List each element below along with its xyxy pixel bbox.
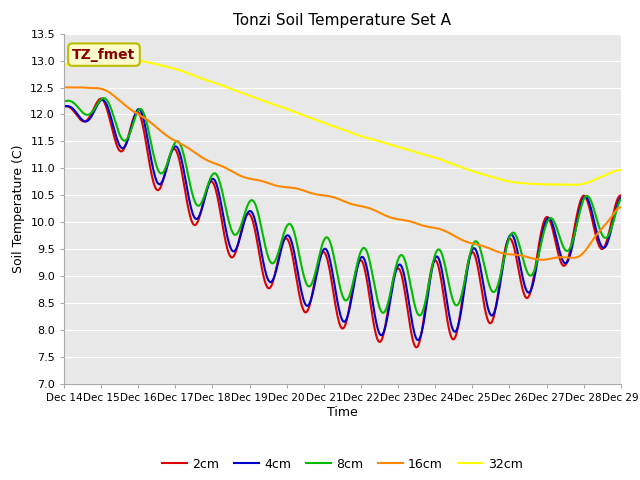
- 8cm: [214, 175, 222, 180]
- 16cm: [128, 108, 136, 113]
- 32cm: [411, 149, 419, 155]
- 16cm: [214, 162, 222, 168]
- 2cm: [214, 197, 222, 203]
- 16cm: [185, 145, 193, 151]
- X-axis label: Time: Time: [327, 406, 358, 419]
- 8cm: [411, 302, 419, 308]
- 32cm: [60, 62, 68, 68]
- 2cm: [428, 264, 436, 270]
- 32cm: [70, 61, 78, 67]
- 32cm: [428, 154, 435, 159]
- 32cm: [572, 182, 579, 188]
- 2cm: [411, 343, 419, 349]
- Line: 16cm: 16cm: [64, 87, 621, 260]
- 4cm: [617, 194, 625, 200]
- 4cm: [428, 267, 436, 273]
- 4cm: [70, 107, 78, 113]
- 8cm: [70, 100, 78, 106]
- 16cm: [617, 204, 625, 210]
- 8cm: [415, 312, 423, 318]
- 4cm: [411, 332, 419, 337]
- 2cm: [70, 108, 78, 114]
- Line: 32cm: 32cm: [64, 60, 621, 185]
- 8cm: [100, 95, 108, 101]
- 4cm: [414, 337, 422, 343]
- 2cm: [60, 104, 68, 109]
- 32cm: [214, 81, 222, 87]
- Title: Tonzi Soil Temperature Set A: Tonzi Soil Temperature Set A: [234, 13, 451, 28]
- 4cm: [128, 122, 136, 128]
- Line: 8cm: 8cm: [64, 98, 621, 315]
- 4cm: [98, 97, 106, 103]
- 32cm: [617, 168, 625, 173]
- 2cm: [617, 192, 625, 198]
- 16cm: [70, 84, 78, 90]
- 4cm: [60, 104, 68, 109]
- 8cm: [617, 197, 625, 203]
- 32cm: [127, 58, 135, 63]
- 8cm: [60, 98, 68, 104]
- Line: 2cm: 2cm: [64, 98, 621, 348]
- 8cm: [128, 124, 136, 130]
- 2cm: [128, 120, 136, 125]
- 16cm: [428, 225, 435, 230]
- 8cm: [428, 265, 436, 271]
- 32cm: [128, 58, 136, 63]
- 16cm: [538, 257, 546, 263]
- 2cm: [97, 96, 105, 101]
- 32cm: [185, 71, 193, 76]
- 2cm: [413, 345, 420, 350]
- Text: TZ_fmet: TZ_fmet: [72, 48, 136, 61]
- Y-axis label: Soil Temperature (C): Soil Temperature (C): [12, 144, 25, 273]
- Line: 4cm: 4cm: [64, 100, 621, 340]
- 16cm: [60, 84, 68, 90]
- 8cm: [185, 175, 193, 180]
- 4cm: [185, 194, 193, 200]
- 4cm: [214, 187, 222, 192]
- 16cm: [71, 84, 79, 90]
- Legend: 2cm, 4cm, 8cm, 16cm, 32cm: 2cm, 4cm, 8cm, 16cm, 32cm: [157, 453, 528, 476]
- 16cm: [411, 220, 419, 226]
- 2cm: [185, 207, 193, 213]
